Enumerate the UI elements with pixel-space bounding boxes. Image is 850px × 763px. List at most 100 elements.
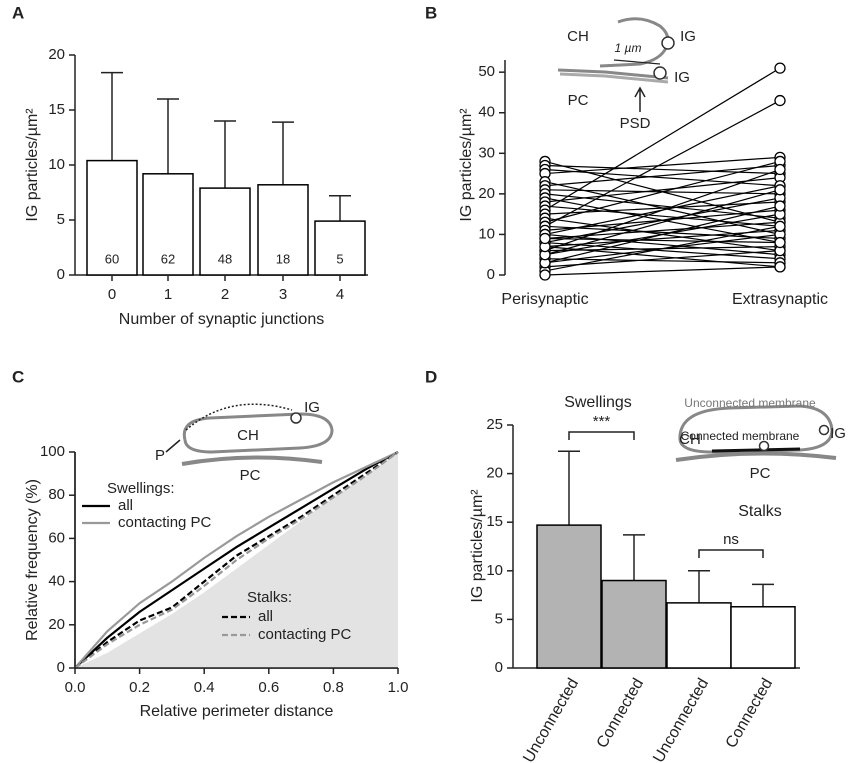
- annotation: PSD: [620, 115, 651, 132]
- y-tick-label: 0: [487, 266, 495, 283]
- point: [774, 94, 786, 107]
- pair-line: [544, 205, 781, 264]
- y-axis-label: IG particles/µm²: [24, 108, 41, 222]
- annotation: IG: [674, 69, 690, 86]
- x-tick-label: 4: [336, 286, 344, 303]
- y-tick-label: 20: [486, 465, 503, 482]
- x-tick-label: 0.2: [129, 679, 150, 696]
- x-tick-label: 0.0: [65, 679, 86, 696]
- pair-line: [544, 168, 781, 252]
- legend-label: contacting PC: [118, 514, 212, 531]
- series-line: [74, 451, 399, 669]
- panel-letter: C: [12, 367, 24, 386]
- point: [774, 62, 786, 74]
- pair-line: [544, 250, 781, 268]
- x-tick-label: Extrasynaptic: [732, 291, 828, 308]
- x-tick-label: Unconnected: [520, 676, 582, 763]
- legend-group: Stalks:: [247, 589, 292, 606]
- y-axis-label: Relative frequency (%): [24, 479, 41, 641]
- y-tick-label: 0: [57, 659, 65, 676]
- swelling-outline: [678, 404, 834, 454]
- annotation: Connected membrane: [681, 429, 800, 443]
- pair-line: [544, 160, 781, 223]
- y-tick-label: 10: [48, 156, 65, 173]
- significance-label: ns: [723, 531, 739, 548]
- pair-line: [544, 246, 781, 268]
- x-tick-label: 1: [164, 286, 172, 303]
- bar: [536, 524, 602, 669]
- bar-label: 48: [218, 251, 232, 266]
- series-line: [74, 451, 399, 669]
- pc-membrane: [181, 455, 323, 466]
- bar: [142, 173, 194, 276]
- y-tick-label: 0: [495, 659, 503, 676]
- inset-diagram-b: [557, 17, 675, 112]
- pair-line: [544, 67, 781, 211]
- x-tick-label: 0.8: [323, 679, 344, 696]
- series-line: [74, 451, 399, 669]
- annotation: PC: [568, 92, 589, 109]
- pc-membrane-2: [559, 72, 669, 84]
- significance-bracket: [568, 431, 635, 440]
- ig-particle: [661, 36, 675, 50]
- annotation: CH: [237, 427, 259, 444]
- swelling-outline: [182, 412, 334, 454]
- pair-line: [544, 177, 781, 203]
- ig-particle: [653, 66, 667, 80]
- y-tick-label: 40: [48, 573, 65, 590]
- point: [774, 200, 786, 212]
- x-axis-label: Number of synaptic junctions: [119, 311, 324, 328]
- annotation: CH: [567, 28, 589, 45]
- pc-membrane: [557, 68, 669, 80]
- y-tick-label: 10: [486, 562, 503, 579]
- bar-label: 62: [161, 251, 175, 266]
- point: [774, 163, 786, 176]
- scale-arrow: [613, 59, 661, 65]
- y-tick-label: 5: [57, 211, 65, 228]
- pair-line: [544, 164, 781, 175]
- pair-line: [544, 100, 781, 227]
- x-tick-label: Connected: [594, 676, 647, 752]
- pair-line: [544, 225, 781, 240]
- area: [75, 452, 398, 668]
- pair-line: [544, 225, 781, 272]
- pc-membrane: [675, 451, 837, 462]
- x-tick-label: 0.6: [258, 679, 279, 696]
- pair-line: [544, 205, 781, 227]
- y-tick-label: 80: [48, 486, 65, 503]
- pair-line: [544, 258, 781, 264]
- p-arrow: [165, 439, 181, 453]
- y-tick-label: 25: [486, 416, 503, 433]
- y-tick-label: 60: [48, 529, 65, 546]
- annotation: PC: [750, 465, 771, 482]
- inset-diagram-d: [675, 404, 837, 462]
- y-axis-label: IG particles/µm²: [458, 108, 475, 222]
- bar-label: 60: [105, 251, 119, 266]
- point: [774, 236, 786, 249]
- annotation: IG: [830, 425, 846, 442]
- point: [539, 269, 551, 281]
- pair-line: [544, 164, 781, 187]
- y-axis-label: IG particles/µm²: [469, 489, 486, 603]
- y-tick-label: 20: [48, 616, 65, 633]
- x-tick-label: 0.4: [194, 679, 215, 696]
- y-tick-label: 15: [48, 101, 65, 118]
- x-tick-label: Connected: [723, 676, 776, 752]
- bar: [666, 602, 732, 669]
- psd-arrow: [634, 86, 646, 112]
- bar: [257, 184, 309, 276]
- x-tick-label: 3: [279, 286, 287, 303]
- bar-label: 18: [276, 251, 290, 266]
- significance-label: ***: [593, 413, 611, 430]
- annotation: 1 µm: [615, 41, 642, 55]
- panel-letter: A: [12, 3, 24, 22]
- bar: [314, 220, 366, 276]
- x-tick-label: 2: [221, 286, 229, 303]
- legend-label: all: [258, 608, 273, 625]
- series-line: [74, 451, 399, 669]
- bar-label: 5: [336, 251, 343, 266]
- point: [539, 232, 551, 245]
- ig-particle: [758, 440, 770, 452]
- panel-letter: B: [425, 3, 437, 22]
